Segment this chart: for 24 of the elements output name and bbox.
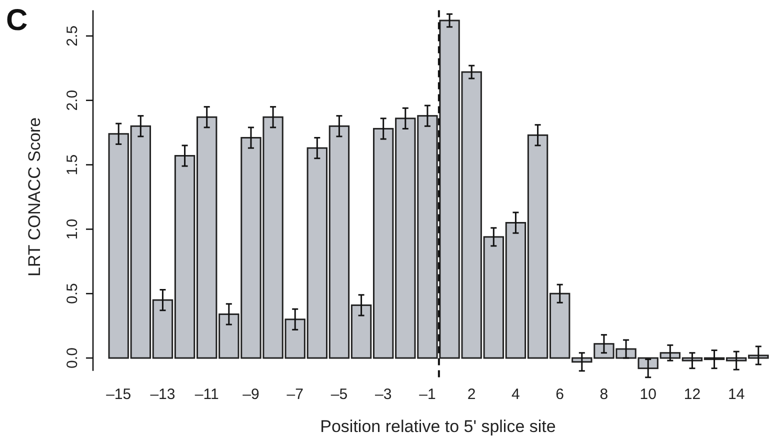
x-tick-label: 2 — [467, 386, 476, 403]
x-tick-label: 12 — [684, 386, 701, 403]
y-tick-label: 2.5 — [64, 26, 81, 46]
y-tick-label: 1.0 — [64, 218, 81, 240]
x-tick-label: –3 — [375, 386, 392, 403]
x-tick-label: 8 — [600, 386, 608, 403]
y-axis-title: LRT CONACC Score — [25, 117, 44, 277]
x-tick-label: –1 — [419, 386, 436, 403]
x-tick-label: 4 — [512, 386, 520, 403]
x-tick-label: –15 — [106, 386, 132, 403]
x-tick-label: –5 — [330, 386, 348, 403]
x-tick-label: –13 — [150, 386, 176, 403]
y-tick-label: 1.5 — [64, 154, 81, 176]
y-tick-label: 2.0 — [64, 90, 81, 111]
x-tick-label: –7 — [286, 386, 304, 403]
x-tick-label: –9 — [242, 386, 260, 403]
x-tick-label: 14 — [728, 386, 745, 403]
x-axis-title: Position relative to 5' splice site — [320, 417, 556, 436]
y-tick-label: 0.0 — [64, 348, 81, 368]
x-tick-label: 6 — [556, 386, 564, 403]
y-tick-label: 0.5 — [64, 283, 81, 304]
x-tick-label: 10 — [640, 386, 656, 403]
x-tick-label: –11 — [194, 386, 219, 403]
text: C — [6, 4, 28, 37]
